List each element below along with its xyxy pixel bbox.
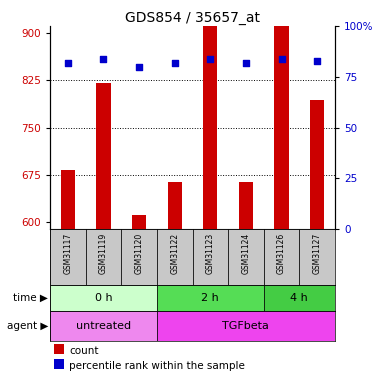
Bar [203,7,218,229]
Text: time ▶: time ▶ [13,293,48,303]
Bar [300,229,335,285]
Point [65,60,71,66]
Bar [310,100,324,229]
Text: TGFbeta: TGFbeta [223,321,270,331]
Point [314,58,320,64]
Text: GSM31126: GSM31126 [277,233,286,274]
Text: GSM31119: GSM31119 [99,233,108,274]
Text: agent ▶: agent ▶ [7,321,48,331]
Text: GDS854 / 35657_at: GDS854 / 35657_at [125,11,260,25]
Point [278,56,285,62]
Bar [61,170,75,229]
Text: GSM31124: GSM31124 [241,233,250,274]
Bar [50,285,157,311]
Bar [167,182,182,229]
Bar [264,285,335,311]
Bar [121,229,157,285]
Text: untreated: untreated [76,321,131,331]
Text: percentile rank within the sample: percentile rank within the sample [69,361,245,370]
Bar [239,182,253,229]
Text: GSM31127: GSM31127 [313,233,321,274]
Point [243,60,249,66]
Bar [132,215,146,229]
Text: GSM31120: GSM31120 [135,233,144,274]
Text: count: count [69,346,99,355]
Bar [264,229,300,285]
Bar [85,229,121,285]
Bar [157,285,264,311]
Text: 4 h: 4 h [290,293,308,303]
Bar [157,311,335,341]
Point [172,60,178,66]
Point [100,56,107,62]
Bar [275,10,289,229]
Bar [192,229,228,285]
Bar [228,229,264,285]
Bar [50,311,157,341]
Point [207,56,213,62]
Text: 2 h: 2 h [201,293,219,303]
Bar [96,83,110,229]
Bar [50,229,85,285]
Bar [157,229,192,285]
Text: GSM31123: GSM31123 [206,233,215,274]
Text: GSM31117: GSM31117 [64,233,72,274]
Text: 0 h: 0 h [95,293,112,303]
Text: GSM31122: GSM31122 [170,233,179,274]
Point [136,64,142,70]
